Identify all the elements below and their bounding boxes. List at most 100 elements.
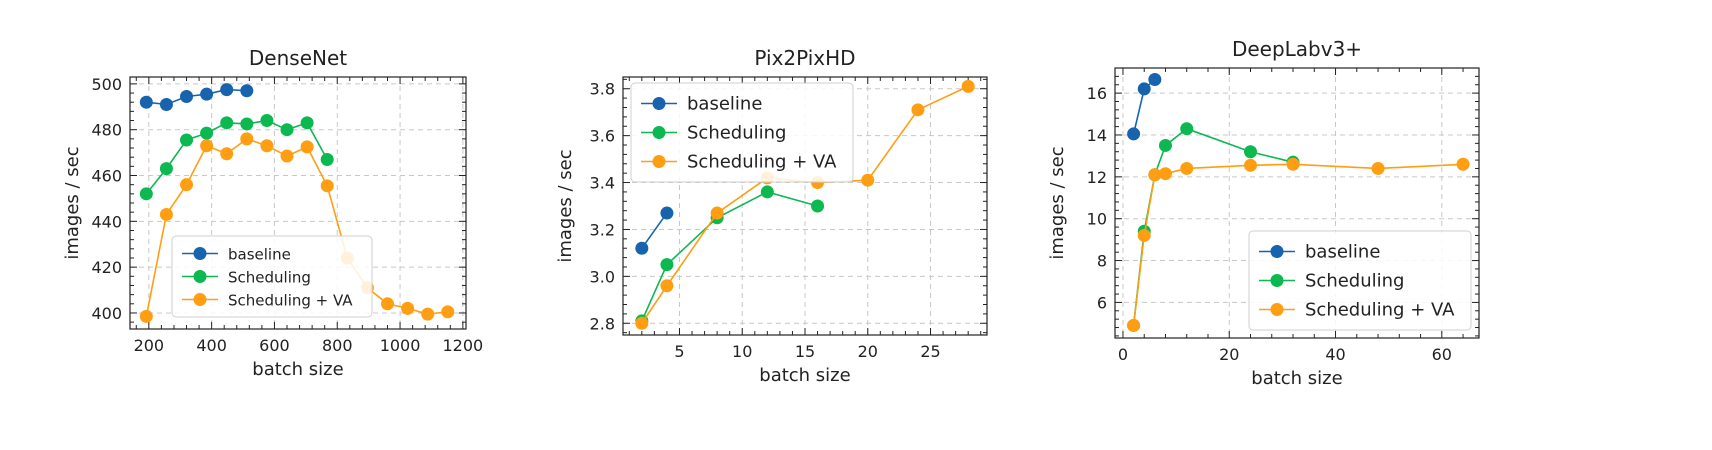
y-tick-label: 420	[91, 258, 122, 277]
data-point-scheduling	[200, 126, 214, 140]
plot-frame	[1114, 67, 1480, 339]
legend-item: Scheduling + VA	[641, 152, 837, 173]
x-axis-label: batch size	[759, 365, 850, 386]
data-point-baseline	[1127, 127, 1141, 141]
legend-box	[630, 82, 854, 183]
tick-marks	[623, 77, 987, 335]
legend-item: Scheduling + VA	[182, 292, 353, 310]
x-axis-label: batch size	[1251, 368, 1342, 389]
legend-item: Scheduling	[1259, 271, 1404, 292]
legend-item: Scheduling	[641, 123, 786, 144]
data-point-va	[635, 316, 649, 330]
data-point-baseline	[200, 87, 214, 101]
legend-swatch-marker	[193, 293, 207, 306]
x-tick-label: 1000	[380, 336, 421, 355]
y-tick-label: 12	[1087, 168, 1107, 187]
data-point-va	[1244, 158, 1258, 172]
data-point-va	[200, 139, 214, 153]
x-tick-label: 20	[1219, 345, 1239, 364]
plot-frame	[129, 76, 467, 330]
series-line-scheduling	[145, 119, 328, 195]
y-tick-label: 3.8	[590, 80, 615, 99]
data-point-va	[911, 103, 925, 117]
data-point-scheduling	[760, 185, 774, 199]
data-point-va	[1456, 157, 1470, 171]
x-tick-label: 20	[858, 342, 878, 361]
legend-label: Scheduling	[1305, 271, 1404, 292]
data-point-va	[320, 179, 334, 193]
data-point-baseline	[240, 84, 254, 98]
data-point-va	[240, 132, 254, 146]
data-point-scheduling	[220, 116, 234, 130]
series-baseline	[139, 83, 254, 111]
x-tick-label: 5	[674, 342, 684, 361]
data-point-va	[1180, 161, 1194, 175]
series-baseline	[635, 206, 674, 255]
data-point-scheduling	[260, 114, 274, 128]
data-point-baseline	[660, 206, 674, 220]
data-point-va	[441, 305, 455, 319]
y-tick-label: 480	[91, 121, 122, 140]
chart-title: DenseNet	[249, 46, 347, 70]
data-point-va	[1148, 168, 1162, 182]
data-point-va	[380, 297, 394, 311]
legend-item: baseline	[182, 246, 291, 264]
data-point-scheduling	[1180, 122, 1194, 136]
data-point-baseline	[1137, 82, 1151, 96]
chart-0: 200 400 600 800 1000 1200 400 420 440 460 480 500 De…	[62, 46, 483, 380]
y-tick-label: 8	[1097, 252, 1107, 271]
y-axis-label: images / sec	[62, 146, 83, 259]
y-tick-label: 3.4	[590, 174, 615, 193]
x-tick-label: 400	[196, 336, 227, 355]
tick-marks	[1115, 68, 1479, 338]
legend-box	[171, 235, 373, 318]
y-tick-label: 500	[91, 75, 122, 94]
legend-label: baseline	[1305, 242, 1380, 263]
x-tick-label: 600	[259, 336, 290, 355]
data-point-va	[861, 173, 875, 187]
data-point-va	[1371, 161, 1385, 175]
data-point-scheduling	[240, 117, 254, 131]
legend-swatch-marker	[193, 247, 207, 260]
y-tick-label: 10	[1087, 210, 1107, 229]
y-axis-label: images / sec	[555, 149, 576, 262]
series-va	[1127, 157, 1470, 332]
data-point-va	[421, 307, 435, 321]
legend: baseline Scheduling Scheduling + VA	[630, 82, 854, 183]
x-tick-label: 200	[134, 336, 165, 355]
data-point-baseline	[159, 97, 173, 111]
data-point-va	[1158, 167, 1172, 181]
data-point-va	[300, 140, 314, 154]
series-baseline	[1127, 73, 1162, 141]
legend-label: Scheduling + VA	[1305, 300, 1455, 321]
data-point-scheduling	[139, 187, 153, 201]
data-point-va	[961, 79, 975, 93]
legend-swatch-marker	[193, 270, 207, 283]
y-tick-label: 3.0	[590, 267, 615, 286]
chart-1: 5 10 15 20 25 2.8 3.0 3.2 3.4 3.6 3.8 Pix2PixHD batc…	[555, 46, 988, 386]
legend-label: Scheduling + VA	[687, 152, 837, 173]
y-tick-label: 16	[1087, 84, 1107, 103]
legend-item: Scheduling + VA	[1259, 300, 1455, 321]
legend-label: baseline	[228, 246, 291, 264]
data-point-va	[1137, 228, 1151, 242]
data-point-va	[660, 279, 674, 293]
x-tick-label: 60	[1432, 345, 1452, 364]
data-point-va	[159, 207, 173, 221]
chart-title: Pix2PixHD	[754, 46, 855, 70]
data-point-scheduling	[1158, 138, 1172, 152]
legend-item: baseline	[1259, 242, 1380, 263]
legend-swatch-marker	[1270, 303, 1284, 316]
data-point-scheduling	[300, 116, 314, 130]
plot-frame	[622, 76, 988, 336]
chart-title: DeepLabv3+	[1232, 37, 1362, 61]
data-point-va	[710, 206, 724, 220]
series-line-va	[145, 137, 448, 317]
data-point-baseline	[635, 241, 649, 255]
data-point-scheduling	[159, 162, 173, 176]
data-point-baseline	[180, 89, 194, 103]
legend-swatch-marker	[652, 97, 666, 110]
legend-swatch-marker	[1270, 245, 1284, 258]
y-tick-label: 400	[91, 304, 122, 323]
